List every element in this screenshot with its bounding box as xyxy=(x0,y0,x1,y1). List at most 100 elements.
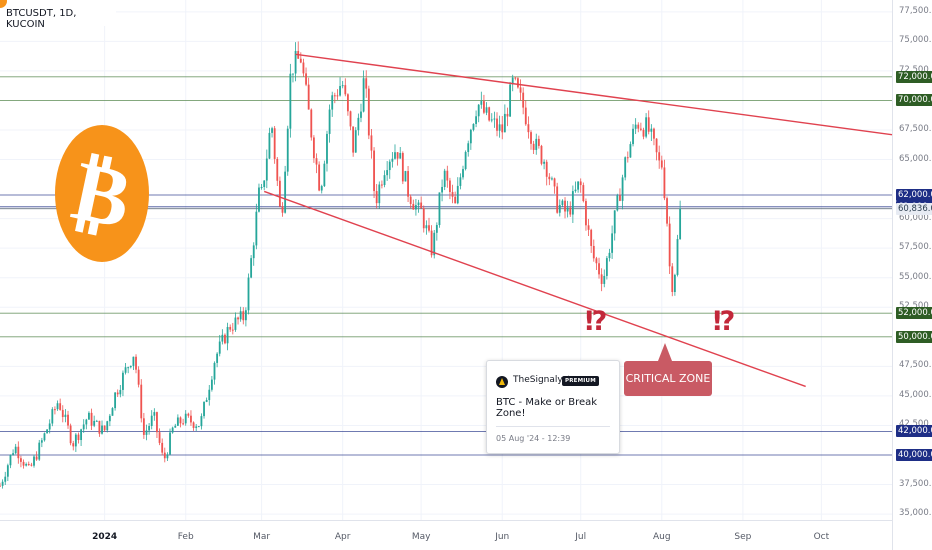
candle-body xyxy=(281,206,284,213)
candle-body xyxy=(537,138,540,146)
candle-body xyxy=(409,196,412,204)
candle-body xyxy=(255,211,258,246)
price-tick-label: 42,500.0 xyxy=(899,419,932,429)
candle-body xyxy=(464,151,467,170)
candle-body xyxy=(59,403,62,410)
level-price-label: 70,000.0 xyxy=(896,94,932,107)
candle-body xyxy=(344,85,347,95)
candle-body xyxy=(624,157,627,178)
symbol-dot-icon xyxy=(0,0,7,8)
candle-body xyxy=(38,442,41,460)
candle-body xyxy=(216,353,219,363)
price-tick-label: 67,500.0 xyxy=(899,124,932,134)
candle-body xyxy=(485,107,488,113)
candle-body xyxy=(153,412,156,416)
candle-body xyxy=(195,426,198,428)
candle-body xyxy=(184,413,187,424)
candle-body xyxy=(30,464,33,466)
candle-body xyxy=(396,152,399,159)
candle-body xyxy=(116,392,119,395)
candle-body xyxy=(404,171,407,182)
candle-body xyxy=(88,412,90,420)
candle-body xyxy=(93,420,96,426)
candle-body xyxy=(639,128,642,130)
candle-body xyxy=(673,274,676,293)
candle-body xyxy=(430,230,433,256)
price-tick-label: 35,000.0 xyxy=(899,508,932,519)
candle-body xyxy=(605,258,608,276)
critical-zone-label: CRITICAL ZONE xyxy=(624,343,712,396)
time-tick-label: Jun xyxy=(495,532,510,542)
candle-body xyxy=(527,124,530,133)
candle-body xyxy=(650,128,653,132)
candle-body xyxy=(417,202,420,206)
candle-body xyxy=(331,95,334,110)
candle-body xyxy=(658,152,661,161)
level-price-label: 52,000.0 xyxy=(896,307,932,320)
candle-body xyxy=(33,456,35,466)
symbol-text: BTCUSDT, 1D, KUCOIN xyxy=(6,8,77,30)
candle-body xyxy=(666,198,668,224)
candle-body xyxy=(435,225,438,233)
candle-body xyxy=(119,389,122,395)
candle-body xyxy=(373,150,375,192)
candle-body xyxy=(603,275,606,284)
candle-body xyxy=(106,421,109,431)
time-tick-label: 2024 xyxy=(92,532,118,542)
candle-body xyxy=(61,409,64,418)
candle-body xyxy=(553,178,556,187)
candle-body xyxy=(632,128,634,145)
candle-body xyxy=(626,157,629,159)
candle-body xyxy=(278,180,281,207)
candle-body xyxy=(17,446,20,459)
price-tick-label: 60,000.0 xyxy=(899,212,932,223)
candle-body xyxy=(318,164,321,191)
candle-body xyxy=(40,440,43,443)
candle-body xyxy=(299,58,302,63)
candle-body xyxy=(231,329,234,331)
candle-body xyxy=(339,86,341,96)
candle-body xyxy=(472,123,475,130)
idea-callout[interactable]: TheSignalyst PREMIUM BTC - Make or Break… xyxy=(486,360,620,454)
candle-body xyxy=(310,109,313,138)
candle-body xyxy=(556,186,559,213)
candle-body xyxy=(660,160,663,168)
candle-body xyxy=(401,153,404,182)
candle-body xyxy=(446,170,449,181)
candle-body xyxy=(190,415,192,423)
candle-body xyxy=(312,137,315,159)
candle-body xyxy=(182,423,185,425)
candle-body xyxy=(101,425,103,434)
candle-body xyxy=(224,334,226,344)
candle-body xyxy=(12,453,14,455)
candle-body xyxy=(645,117,648,137)
price-tick-label: 47,500.0 xyxy=(899,360,932,371)
bitcoin-logo-icon: ₿ xyxy=(55,125,149,262)
price-tick-label: 75,000.0 xyxy=(899,35,932,46)
candle-body xyxy=(69,425,72,444)
candle-body xyxy=(336,95,339,97)
symbol-label[interactable]: BTCUSDT, 1D, KUCOIN xyxy=(0,0,116,30)
candle-body xyxy=(388,161,391,171)
candle-body xyxy=(611,233,614,253)
candle-body xyxy=(642,129,645,137)
candle-body xyxy=(237,317,239,320)
candle-body xyxy=(286,128,289,172)
candle-body xyxy=(543,161,546,164)
candle-body xyxy=(210,379,213,390)
candle-body xyxy=(511,77,514,85)
candle-body xyxy=(540,145,543,164)
candle-body xyxy=(619,195,621,201)
candle-body xyxy=(394,152,396,159)
candle-body xyxy=(273,128,276,159)
candle-body xyxy=(179,417,182,424)
candle-body xyxy=(496,118,498,131)
candle-body xyxy=(145,430,148,435)
candle-body xyxy=(25,463,28,466)
candle-body xyxy=(43,433,46,441)
candle-body xyxy=(671,266,674,293)
candle-body xyxy=(354,130,357,153)
plot-background xyxy=(0,0,892,520)
lower-trendline xyxy=(263,190,806,388)
